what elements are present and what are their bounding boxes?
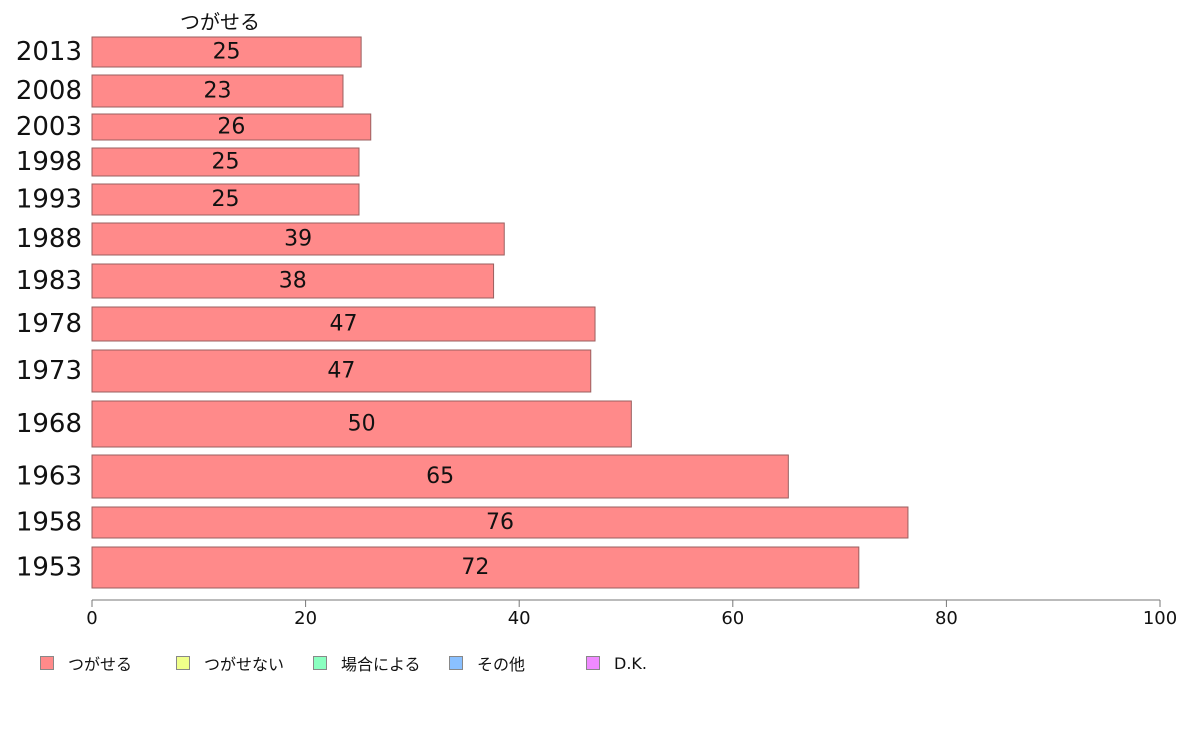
data-label-1988: 39 bbox=[284, 227, 312, 252]
x-tick-label-40: 40 bbox=[508, 608, 531, 629]
x-tick-label-60: 60 bbox=[721, 608, 744, 629]
x-tick-label-100: 100 bbox=[1143, 608, 1177, 629]
x-tick-label-20: 20 bbox=[294, 608, 317, 629]
category-label-1993: 1993 bbox=[16, 185, 82, 215]
data-label-1983: 38 bbox=[279, 269, 307, 294]
data-label-2003: 26 bbox=[217, 115, 245, 140]
category-label-1978: 1978 bbox=[16, 309, 82, 339]
legend: つがせる つがせない 場合による その他 D.K. bbox=[40, 652, 760, 674]
legend-label-sonota: その他 bbox=[477, 655, 526, 674]
legend-label-tsugaseru: つがせる bbox=[68, 655, 133, 674]
data-label-1973: 47 bbox=[327, 359, 355, 384]
legend-swatch-tsugaseru bbox=[40, 656, 54, 670]
category-label-2008: 2008 bbox=[16, 76, 82, 106]
legend-swatch-tsugasenai bbox=[176, 656, 190, 670]
category-label-1953: 1953 bbox=[16, 553, 82, 583]
x-tick-label-0: 0 bbox=[86, 608, 97, 629]
legend-swatch-baai-ni-yoru bbox=[313, 656, 327, 670]
data-label-1998: 25 bbox=[212, 150, 240, 175]
category-label-1983: 1983 bbox=[16, 266, 82, 296]
category-label-1958: 1958 bbox=[16, 508, 82, 538]
bar-1958 bbox=[91, 506, 909, 539]
series-title: つがせる bbox=[180, 10, 260, 34]
bar-1988 bbox=[91, 222, 505, 256]
data-label-1993: 25 bbox=[212, 187, 240, 212]
bar-1963 bbox=[91, 454, 789, 499]
category-label-1968: 1968 bbox=[16, 409, 82, 439]
data-label-1978: 47 bbox=[330, 312, 358, 337]
category-label-1963: 1963 bbox=[16, 462, 82, 492]
category-label-2013: 2013 bbox=[16, 37, 82, 67]
legend-item-tsugasenai: つがせない bbox=[176, 652, 284, 674]
data-label-2013: 25 bbox=[213, 40, 241, 65]
legend-swatch-dk bbox=[586, 656, 600, 670]
legend-swatch-sonota bbox=[449, 656, 463, 670]
bar-2013 bbox=[91, 36, 362, 68]
legend-label-tsugasenai: つがせない bbox=[204, 655, 285, 674]
data-label-1963: 65 bbox=[426, 464, 454, 489]
bar-1993 bbox=[91, 183, 360, 216]
bar-1998 bbox=[91, 147, 360, 177]
data-label-1958: 76 bbox=[486, 510, 514, 535]
bar-1953 bbox=[91, 546, 860, 589]
bar-2008 bbox=[91, 74, 344, 108]
legend-label-baai-ni-yoru: 場合による bbox=[341, 655, 421, 674]
legend-item-sonota: その他 bbox=[449, 652, 525, 674]
legend-item-tsugaseru: つがせる bbox=[40, 652, 132, 674]
x-tick-label-80: 80 bbox=[935, 608, 958, 629]
data-label-1953: 72 bbox=[461, 555, 489, 580]
data-label-1968: 50 bbox=[348, 412, 376, 437]
legend-item-baai-ni-yoru: 場合による bbox=[313, 652, 421, 674]
legend-item-dk: D.K. bbox=[586, 652, 647, 674]
bar-1978 bbox=[91, 306, 596, 342]
legend-label-dk: D.K. bbox=[614, 653, 647, 673]
category-label-1973: 1973 bbox=[16, 356, 82, 386]
data-label-2008: 23 bbox=[203, 79, 231, 104]
category-label-1998: 1998 bbox=[16, 147, 82, 177]
bar-1973 bbox=[91, 349, 592, 393]
bar-1968 bbox=[91, 400, 632, 448]
bar-1983 bbox=[91, 263, 495, 299]
category-label-1988: 1988 bbox=[16, 224, 82, 254]
category-label-2003: 2003 bbox=[16, 112, 82, 142]
bar-2003 bbox=[91, 113, 372, 141]
